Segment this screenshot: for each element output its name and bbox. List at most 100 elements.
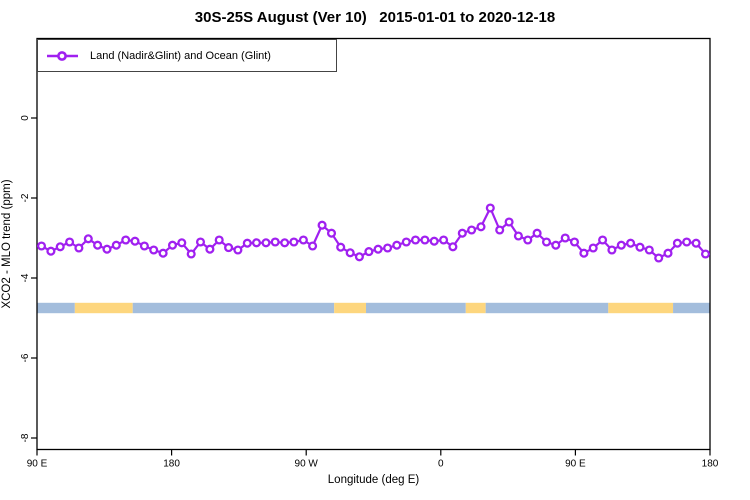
- ocean-band-segment: [132, 302, 335, 314]
- y-tick-label: 0: [20, 115, 31, 121]
- data-point: [149, 245, 159, 255]
- data-point: [74, 243, 84, 253]
- data-point: [233, 245, 243, 255]
- data-point: [598, 235, 608, 245]
- data-point: [205, 244, 215, 254]
- data-point: [420, 235, 430, 245]
- data-point: [364, 247, 374, 257]
- data-point: [65, 237, 75, 247]
- data-point: [345, 248, 355, 258]
- data-point: [672, 238, 682, 248]
- data-point: [485, 203, 495, 213]
- data-point: [663, 248, 673, 258]
- data-point: [541, 237, 552, 247]
- data-point: [111, 240, 121, 250]
- data-point: [401, 237, 411, 247]
- y-tick-label: -4: [20, 273, 31, 282]
- data-point: [36, 241, 47, 251]
- data-point: [224, 243, 234, 253]
- data-point: [251, 238, 262, 248]
- data-point: [373, 244, 383, 254]
- data-point: [158, 248, 168, 258]
- data-point: [280, 238, 290, 248]
- data-line: [40, 206, 707, 260]
- data-point: [588, 243, 598, 253]
- data-point: [448, 242, 458, 252]
- data-point: [354, 252, 364, 262]
- data-point: [392, 240, 402, 250]
- data-point: [513, 231, 523, 241]
- legend-box: Land (Nadir&Glint) and Ocean (Glint): [37, 39, 337, 72]
- data-point: [532, 228, 542, 238]
- land-band-segment: [334, 302, 367, 314]
- data-point: [616, 240, 626, 250]
- x-tick-label: 180: [163, 459, 180, 470]
- x-tick-label: 0: [438, 459, 444, 470]
- x-tick-label: 90 W: [295, 459, 319, 470]
- land-band-segment: [74, 302, 133, 314]
- data-point: [700, 249, 711, 259]
- ocean-band-segment: [366, 302, 466, 314]
- data-point: [682, 237, 692, 247]
- data-point: [551, 240, 561, 250]
- data-point: [317, 220, 327, 230]
- plot-border: [36, 37, 711, 451]
- data-point: [467, 225, 477, 235]
- ocean-band-segment: [673, 302, 710, 314]
- data-point: [177, 238, 187, 248]
- data-point: [569, 237, 580, 247]
- data-point: [579, 248, 589, 258]
- land-band-segment: [465, 302, 486, 314]
- x-tick-label: 90 E: [565, 459, 586, 470]
- data-point: [46, 246, 56, 256]
- ocean-band-segment: [485, 302, 609, 314]
- data-point: [654, 253, 664, 263]
- data-point: [261, 238, 271, 248]
- data-point: [429, 236, 439, 246]
- data-point: [495, 225, 505, 235]
- data-point: [476, 222, 486, 232]
- data-point: [504, 217, 514, 227]
- data-point: [691, 238, 701, 248]
- data-point: [130, 236, 140, 246]
- y-tick-label: -2: [20, 193, 31, 202]
- data-point: [523, 235, 533, 245]
- data-point: [410, 235, 421, 245]
- x-tick-label: 180: [702, 459, 719, 470]
- data-point: [308, 241, 318, 251]
- data-point: [102, 244, 112, 254]
- data-point: [560, 233, 570, 243]
- data-point: [457, 228, 467, 238]
- data-point: [186, 249, 196, 259]
- data-point: [167, 240, 178, 250]
- chart-title: 30S-25S August (Ver 10) 2015-01-01 to 20…: [194, 9, 556, 26]
- legend-label: Land (Nadir&Glint) and Ocean (Glint): [90, 49, 271, 62]
- data-point: [83, 234, 93, 244]
- data-point: [326, 228, 337, 238]
- data-point: [270, 237, 280, 247]
- data-point: [214, 235, 224, 245]
- data-point: [195, 237, 206, 247]
- data-point: [139, 241, 149, 251]
- data-point: [607, 245, 617, 255]
- data-point: [93, 240, 103, 250]
- data-point: [298, 235, 308, 245]
- ocean-band-segment: [37, 302, 75, 314]
- y-tick-label: -6: [20, 353, 31, 362]
- data-point: [336, 242, 346, 252]
- data-point: [644, 245, 654, 255]
- x-tick-label: 90 E: [27, 459, 48, 470]
- data-point: [439, 235, 449, 245]
- data-point: [289, 237, 299, 247]
- data-point: [626, 238, 636, 248]
- data-point: [55, 242, 65, 252]
- y-tick-label: -8: [20, 433, 31, 442]
- data-point: [635, 242, 645, 252]
- data-point: [242, 238, 252, 248]
- land-band-segment: [608, 302, 674, 314]
- data-point: [383, 243, 393, 253]
- x-axis-title: Longitude (deg E): [327, 474, 420, 486]
- data-point: [121, 235, 131, 245]
